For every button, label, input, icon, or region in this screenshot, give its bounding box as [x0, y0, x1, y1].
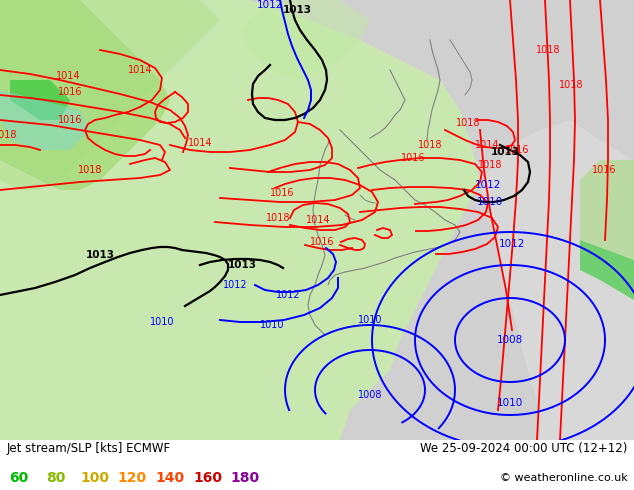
Text: 1010: 1010 [358, 315, 382, 325]
Text: 180: 180 [230, 471, 259, 485]
Text: 1018: 1018 [78, 165, 102, 175]
Text: 160: 160 [193, 471, 223, 485]
Text: We 25-09-2024 00:00 UTC (12+12): We 25-09-2024 00:00 UTC (12+12) [420, 442, 628, 455]
Text: 1010: 1010 [477, 197, 503, 207]
Polygon shape [250, 0, 634, 440]
Text: 1010: 1010 [497, 398, 523, 408]
Text: 1014: 1014 [56, 71, 81, 81]
Text: 1010: 1010 [260, 320, 284, 330]
Text: 1014: 1014 [475, 140, 499, 150]
Polygon shape [580, 240, 634, 300]
Text: 1018: 1018 [0, 130, 17, 140]
Text: 100: 100 [81, 471, 110, 485]
Text: 1013: 1013 [86, 250, 115, 260]
Polygon shape [0, 0, 220, 190]
Polygon shape [0, 0, 634, 440]
Polygon shape [0, 0, 170, 190]
Polygon shape [175, 0, 634, 440]
Text: 1008: 1008 [497, 335, 523, 345]
Text: 1018: 1018 [266, 213, 290, 223]
Text: Jet stream/SLP [kts] ECMWF: Jet stream/SLP [kts] ECMWF [6, 442, 171, 455]
Text: 1013: 1013 [491, 147, 519, 157]
Text: 1018: 1018 [456, 118, 480, 128]
Text: 1008: 1008 [358, 390, 382, 400]
Text: 1018: 1018 [559, 80, 583, 90]
Polygon shape [0, 90, 90, 150]
Text: 120: 120 [117, 471, 146, 485]
Text: 1012: 1012 [499, 239, 525, 249]
Text: 1016: 1016 [505, 145, 529, 155]
Text: © weatheronline.co.uk: © weatheronline.co.uk [500, 473, 628, 483]
Text: 1016: 1016 [310, 237, 334, 247]
Text: 1018: 1018 [418, 140, 443, 150]
Text: 1016: 1016 [58, 115, 82, 125]
Text: 1013: 1013 [283, 5, 311, 15]
Text: 1016: 1016 [401, 153, 425, 163]
Text: 1018: 1018 [478, 160, 502, 170]
Text: 1018: 1018 [536, 45, 560, 55]
Text: 1012: 1012 [276, 290, 301, 300]
Polygon shape [240, 0, 370, 80]
Text: 60: 60 [10, 471, 29, 485]
Text: 140: 140 [155, 471, 184, 485]
Text: 1014: 1014 [188, 138, 212, 148]
Text: 1010: 1010 [150, 317, 174, 327]
Polygon shape [10, 80, 70, 120]
Text: 1012: 1012 [475, 180, 501, 190]
Text: 1016: 1016 [592, 165, 616, 175]
Text: 1014: 1014 [306, 215, 330, 225]
Polygon shape [0, 0, 170, 190]
Text: 1012: 1012 [223, 280, 247, 290]
Text: 1016: 1016 [58, 87, 82, 97]
Text: 1014: 1014 [127, 65, 152, 75]
Polygon shape [580, 160, 634, 260]
Text: 80: 80 [46, 471, 65, 485]
Text: 1013: 1013 [228, 260, 257, 270]
Text: 1016: 1016 [269, 188, 294, 198]
Text: 1012: 1012 [257, 0, 283, 10]
